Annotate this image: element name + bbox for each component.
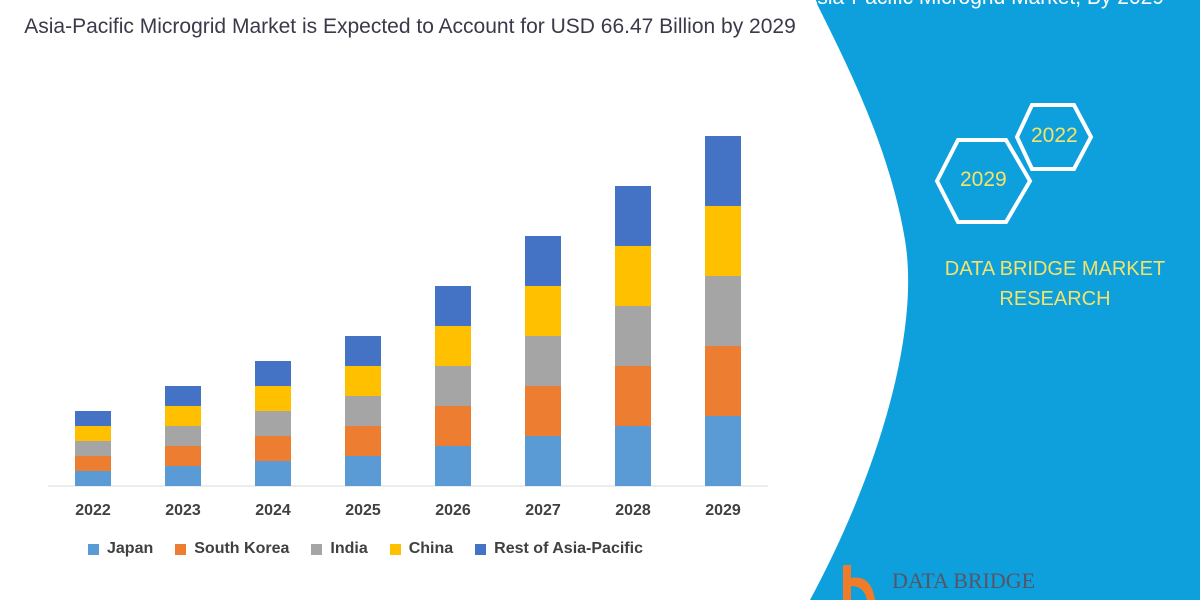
legend-label: Japan: [107, 540, 154, 557]
bar-segment-2022-china: [75, 426, 111, 441]
bar-segment-2026-china: [435, 326, 471, 366]
legend-swatch: [311, 543, 323, 555]
bar-segment-2028-south-korea: [615, 366, 651, 426]
bar-segment-2023-rest-of-asia-pacific: [165, 386, 201, 406]
bar-segment-2028-japan: [615, 426, 651, 486]
bar-segment-2023-china: [165, 406, 201, 426]
x-tick-label: 2025: [345, 502, 381, 519]
x-tick-label: 2022: [75, 502, 111, 519]
x-tick-label: 2023: [165, 502, 201, 519]
bar-segment-2029-south-korea: [705, 346, 741, 416]
legend-label: India: [330, 540, 368, 557]
bar-segment-2027-rest-of-asia-pacific: [525, 236, 561, 286]
bar-segment-2028-china: [615, 246, 651, 306]
logo-text: DATA BRIDGE: [892, 568, 1036, 593]
bar-segment-2025-south-korea: [345, 426, 381, 456]
bar-segment-2022-india: [75, 441, 111, 456]
bar-segment-2022-japan: [75, 471, 111, 486]
x-tick-label: 2029: [705, 502, 741, 519]
legend-item: Japan: [88, 540, 153, 558]
bar-segment-2026-rest-of-asia-pacific: [435, 286, 471, 326]
legend-label: South Korea: [194, 540, 290, 557]
bar-segment-2029-rest-of-asia-pacific: [705, 136, 741, 206]
legend-label: Rest of Asia-Pacific: [494, 540, 643, 557]
bar-segment-2025-india: [345, 396, 381, 426]
bar-segment-2027-china: [525, 286, 561, 336]
side-panel-title: Asia-Pacific Microgrid Market, By 2029: [764, 0, 1164, 12]
bar-segment-2029-india: [705, 276, 741, 346]
x-tick-label: 2028: [615, 502, 651, 519]
brand-text: DATA BRIDGE MARKET RESEARCH: [944, 258, 1166, 310]
bar-segment-2027-india: [525, 336, 561, 386]
x-tick-label: 2027: [525, 502, 561, 519]
bar-segment-2024-south-korea: [255, 436, 291, 461]
legend-label: China: [408, 540, 454, 557]
bar-segment-2027-japan: [525, 436, 561, 486]
bar-segment-2026-japan: [435, 446, 471, 486]
legend-item: China: [389, 540, 454, 558]
legend: Japan South Korea India China Rest of Asia-P…: [88, 540, 643, 558]
legend-swatch: [389, 543, 401, 555]
legend-item: India: [311, 540, 368, 558]
legend-item: Rest of Asia-Pacific: [475, 540, 643, 558]
bar-segment-2027-south-korea: [525, 386, 561, 436]
hex-year-2022: 2022: [1031, 124, 1078, 147]
x-tick-label: 2026: [435, 502, 471, 519]
bar-segment-2024-india: [255, 411, 291, 436]
bar-segment-2026-india: [435, 366, 471, 406]
bar-segment-2028-india: [615, 306, 651, 366]
x-tick-label: 2024: [255, 502, 291, 519]
bar-segment-2026-south-korea: [435, 406, 471, 446]
bar-segment-2025-rest-of-asia-pacific: [345, 336, 381, 366]
bar-segment-2023-india: [165, 426, 201, 446]
side-panel: [810, 0, 1200, 600]
bar-segment-2023-south-korea: [165, 446, 201, 466]
bar-segment-2029-china: [705, 206, 741, 276]
logo-icon: [843, 565, 875, 600]
bar-segment-2022-south-korea: [75, 456, 111, 471]
bar-segment-2025-japan: [345, 456, 381, 486]
bar-segment-2022-rest-of-asia-pacific: [75, 411, 111, 426]
bar-segment-2023-japan: [165, 466, 201, 486]
bar-segment-2024-china: [255, 386, 291, 411]
hex-year-2029: 2029: [960, 168, 1007, 191]
bar-segment-2024-japan: [255, 461, 291, 486]
chart-title: Asia-Pacific Microgrid Market is Expecte…: [24, 15, 796, 38]
hexagon-2022: [1014, 103, 1094, 171]
legend-swatch: [88, 543, 99, 555]
legend-item: South Korea: [175, 540, 289, 558]
legend-swatch: [175, 543, 187, 555]
bar-segment-2029-japan: [705, 416, 741, 486]
bar-segment-2024-rest-of-asia-pacific: [255, 361, 291, 386]
hexagon-2029: [934, 138, 1033, 224]
bar-segment-2025-china: [345, 366, 381, 396]
bar-segment-2028-rest-of-asia-pacific: [615, 186, 651, 246]
legend-swatch: [475, 543, 487, 555]
